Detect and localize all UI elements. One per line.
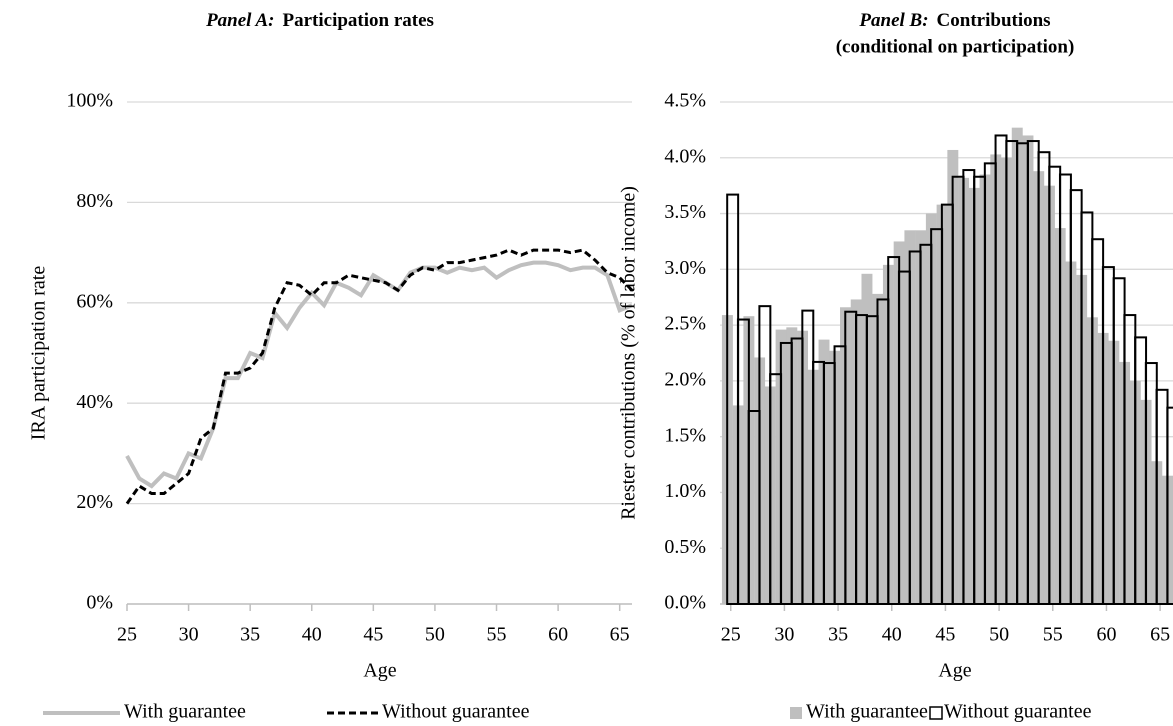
y-tick-label: 0.5% xyxy=(664,536,706,558)
title-text: Contributions xyxy=(937,10,1051,31)
y-tick-label: 3.0% xyxy=(664,257,706,279)
x-tick-label: 60 xyxy=(1096,624,1116,646)
x-axis-label: Age xyxy=(938,660,971,682)
x-tick-label: 25 xyxy=(721,624,741,646)
panel-b-title: Panel B: Contributions xyxy=(858,10,1050,31)
x-tick-label: 60 xyxy=(548,624,568,646)
x-tick-label: 50 xyxy=(425,624,445,646)
legend-swatch xyxy=(929,706,943,720)
y-tick-label: 100% xyxy=(66,90,113,112)
legend-swatch xyxy=(790,707,802,719)
x-tick-label: 55 xyxy=(1043,624,1063,646)
legend-label: Without guarantee xyxy=(382,701,530,723)
y-tick-label: 2.0% xyxy=(664,368,706,390)
x-tick-label: 30 xyxy=(774,624,794,646)
x-tick-label: 45 xyxy=(363,624,383,646)
y-tick-label: 20% xyxy=(76,491,113,513)
title-text: Participation rates xyxy=(283,10,434,31)
panel-a-title: Panel A: Participation rates xyxy=(205,10,434,31)
x-tick-label: 40 xyxy=(302,624,322,646)
x-tick-label: 25 xyxy=(117,624,137,646)
legend-label: With guarantee xyxy=(806,701,928,723)
y-tick-label: 40% xyxy=(76,391,113,413)
y-tick-label: 3.5% xyxy=(664,201,706,223)
y-tick-label: 4.5% xyxy=(664,90,706,112)
x-tick-label: 40 xyxy=(882,624,902,646)
y-tick-label: 4.0% xyxy=(664,145,706,167)
legend-label: With guarantee xyxy=(124,701,246,723)
legend-label: Without guarantee xyxy=(944,701,1092,723)
y-axis-label: IRA participation rate xyxy=(28,266,50,441)
panel-label: Panel A: xyxy=(205,10,274,31)
data-line xyxy=(125,260,633,489)
y-tick-label: 80% xyxy=(76,190,113,212)
x-tick-label: 35 xyxy=(240,624,260,646)
x-tick-label: 30 xyxy=(179,624,199,646)
y-tick-label: 60% xyxy=(76,290,113,312)
y-axis-label: Riester contributions (% of labor income… xyxy=(618,186,640,520)
x-tick-label: 35 xyxy=(828,624,848,646)
y-tick-label: 1.5% xyxy=(664,424,706,446)
y-tick-label: 1.0% xyxy=(664,480,706,502)
panel-label: Panel B: xyxy=(858,10,928,31)
y-tick-label: 0% xyxy=(86,592,113,614)
y-tick-label: 2.5% xyxy=(664,313,706,335)
x-tick-label: 45 xyxy=(935,624,955,646)
x-tick-label: 65 xyxy=(610,624,630,646)
data-line xyxy=(125,248,634,505)
y-tick-label: 0.0% xyxy=(664,592,706,614)
panel-b-subtitle: (conditional on participation) xyxy=(836,36,1075,57)
x-tick-label: 65 xyxy=(1150,624,1170,646)
x-tick-label: 50 xyxy=(989,624,1009,646)
x-tick-label: 55 xyxy=(487,624,507,646)
x-axis-label: Age xyxy=(363,660,396,682)
